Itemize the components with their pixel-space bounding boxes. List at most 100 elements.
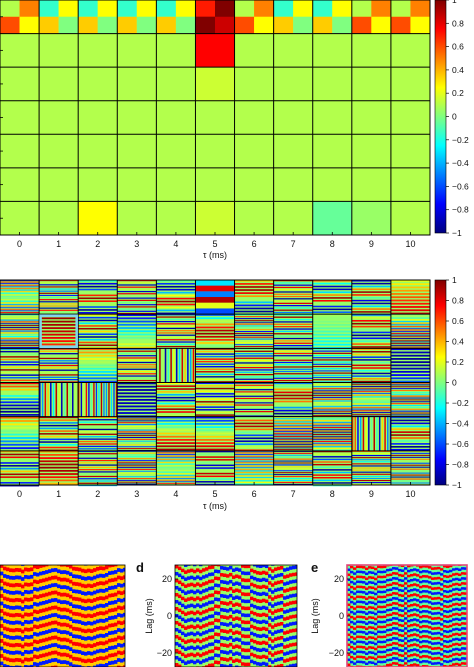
middle-stripe xyxy=(312,402,352,404)
wave-segment xyxy=(15,553,18,557)
wave-segment xyxy=(66,653,70,658)
wave-segment xyxy=(30,574,34,579)
wave-segment xyxy=(271,618,275,622)
wave-segment xyxy=(226,609,230,613)
wave-segment xyxy=(295,544,298,548)
middle-stripe xyxy=(39,309,79,311)
wave-segment xyxy=(458,663,462,667)
top-heatmap-block xyxy=(156,134,196,169)
middle-stripe xyxy=(117,412,157,414)
wave-segment xyxy=(431,612,435,615)
wave-segment xyxy=(69,557,72,561)
wave-segment xyxy=(401,644,405,647)
wave-segment xyxy=(244,655,248,660)
wave-segment xyxy=(374,612,378,616)
wave-segment xyxy=(99,618,103,623)
wave-segment xyxy=(292,649,296,654)
wave-segment xyxy=(371,651,375,655)
wave-segment xyxy=(33,632,37,636)
wave-segment xyxy=(404,642,408,645)
wave-segment xyxy=(286,602,290,606)
middle-stripe xyxy=(156,455,196,457)
wave-segment xyxy=(386,598,390,602)
wave-segment xyxy=(437,576,441,580)
middle-stripe xyxy=(273,284,313,286)
wave-segment xyxy=(226,616,230,620)
wave-segment xyxy=(455,662,459,666)
wave-segment xyxy=(428,571,432,574)
wave-segment xyxy=(190,582,194,587)
middle-stripe xyxy=(273,316,313,318)
wave-segment xyxy=(365,647,369,651)
wave-segment xyxy=(389,653,393,656)
middle-stripe xyxy=(117,299,157,301)
middle-stripe xyxy=(195,481,235,483)
wave-segment xyxy=(271,646,275,650)
wave-segment xyxy=(347,573,351,577)
wave-segment xyxy=(271,590,275,594)
wave-segment xyxy=(455,602,459,606)
middle-stripe xyxy=(390,386,430,388)
wave-segment xyxy=(226,588,230,592)
wave-segment xyxy=(371,661,375,665)
wave-segment xyxy=(449,659,453,663)
wave-segment xyxy=(175,606,179,611)
wave-segment xyxy=(401,569,405,572)
middle-stripe xyxy=(0,310,40,312)
wave-segment xyxy=(0,639,4,643)
wave-segment xyxy=(120,628,124,633)
wave-segment xyxy=(45,630,49,634)
wave-segment xyxy=(18,583,22,587)
wave-segment xyxy=(292,586,296,591)
middle-stripe xyxy=(117,444,157,446)
middle-stripe xyxy=(234,462,274,464)
wave-segment xyxy=(60,607,64,612)
middle-stripe xyxy=(0,353,40,355)
wave-segment xyxy=(368,641,372,644)
wave-segment xyxy=(377,556,380,559)
wave-segment xyxy=(193,583,197,588)
wave-segment xyxy=(353,607,357,610)
wave-segment xyxy=(286,553,289,557)
wave-segment xyxy=(72,664,76,667)
top-heatmap-subblock xyxy=(371,16,391,34)
wave-segment xyxy=(455,592,459,596)
wave-segment xyxy=(3,656,7,661)
top-heatmap-subblock xyxy=(293,16,313,34)
wave-segment xyxy=(81,568,85,573)
middle-stripe xyxy=(156,399,196,402)
middle-stripe xyxy=(39,433,79,435)
top-heatmap-block xyxy=(117,167,157,202)
middle-stripe xyxy=(0,423,40,426)
wave-segment xyxy=(289,664,293,667)
wave-segment xyxy=(389,643,393,646)
wave-segment xyxy=(434,582,438,585)
wave-segment xyxy=(347,554,350,557)
wave-segment xyxy=(368,656,372,659)
wave-segment xyxy=(63,630,67,634)
wave-segment xyxy=(90,606,94,611)
wave-segment xyxy=(392,612,396,615)
middle-stripe xyxy=(273,418,313,420)
wave-segment xyxy=(431,597,435,600)
middle-stripe xyxy=(156,325,196,327)
middle-stripe xyxy=(195,467,235,469)
wave-segment xyxy=(365,592,369,596)
middle-stripe xyxy=(234,371,274,373)
middle-stripe xyxy=(0,302,40,304)
top-heatmap-block xyxy=(0,67,40,102)
middle-stripe xyxy=(234,455,274,457)
top-heatmap-subblock xyxy=(39,0,59,17)
middle-stripe xyxy=(0,336,40,338)
wave-segment xyxy=(458,593,462,597)
middle-stripe xyxy=(390,367,430,370)
wave-segment xyxy=(268,651,272,655)
middle-stripe xyxy=(273,377,313,379)
wave-segment xyxy=(350,610,354,614)
wave-segment xyxy=(259,627,263,632)
middle-stripe xyxy=(234,467,274,469)
middle-stripe xyxy=(351,471,391,473)
middle-stripe xyxy=(312,305,352,308)
wave-segment xyxy=(277,601,281,606)
wave-segment xyxy=(178,622,182,627)
